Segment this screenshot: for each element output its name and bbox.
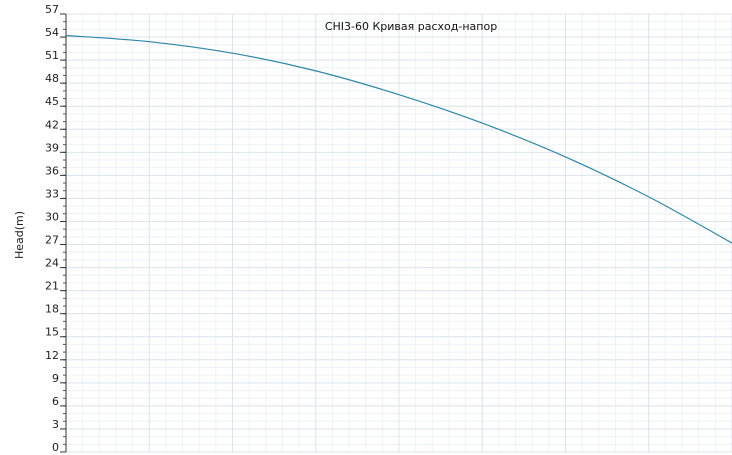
y-tick-label: 21: [45, 280, 59, 293]
y-tick-label: 57: [45, 3, 59, 16]
y-tick-label: 54: [45, 26, 59, 39]
y-tick-label: 9: [52, 372, 59, 385]
y-tick-label: 18: [45, 303, 59, 316]
y-tick-label: 42: [45, 118, 59, 131]
y-tick-label: 12: [45, 349, 59, 362]
y-tick-label: 30: [45, 210, 59, 223]
y-tick-label: 36: [45, 164, 59, 177]
y-tick-label: 0: [52, 441, 59, 454]
y-tick-label: 48: [45, 72, 59, 85]
y-tick-label: 39: [45, 141, 59, 154]
y-tick-label: 51: [45, 49, 59, 62]
y-tick-label: 27: [45, 234, 59, 247]
y-tick-label: 45: [45, 95, 59, 108]
y-tick-label: 6: [52, 395, 59, 408]
chart-title: CHI3-60 Кривая расход-напор: [325, 20, 497, 33]
y-tick-label: 15: [45, 326, 59, 339]
y-tick-label: 33: [45, 187, 59, 200]
y-tick-label: 24: [45, 257, 59, 270]
y-axis-title: Head(m): [13, 211, 26, 259]
y-tick-label: 3: [52, 418, 59, 431]
